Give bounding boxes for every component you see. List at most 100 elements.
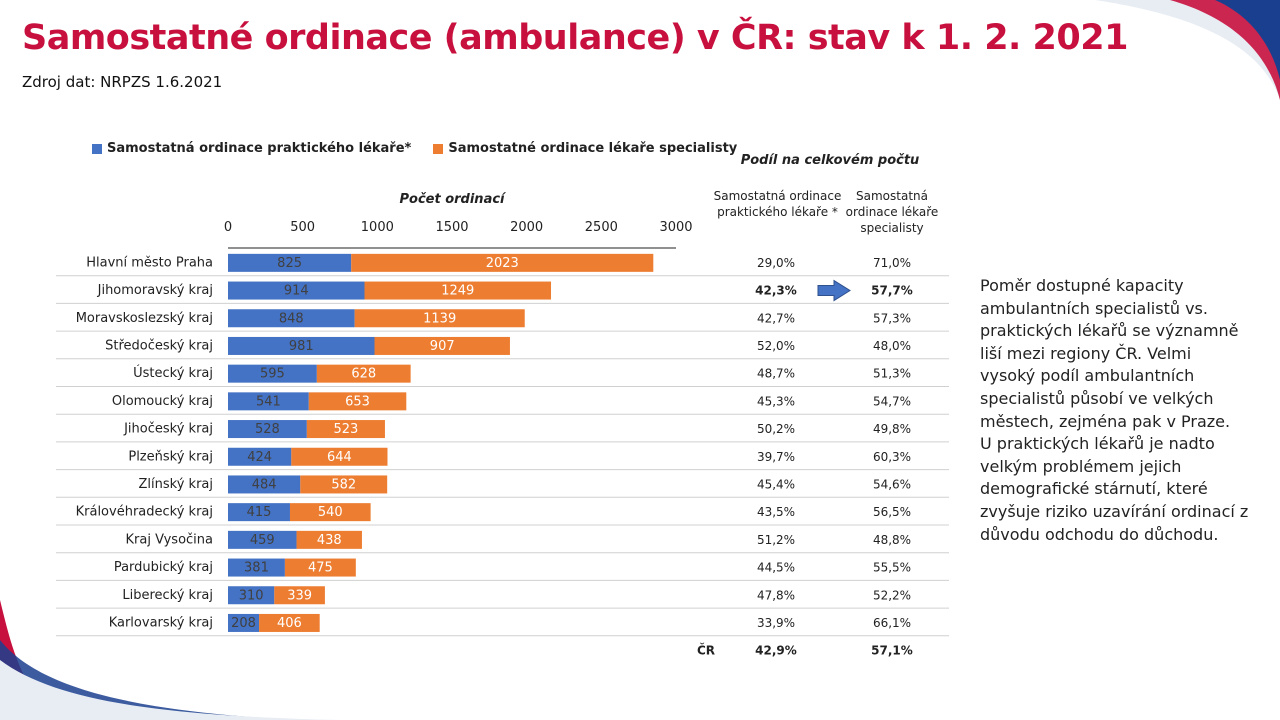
- data-label-specialist: 523: [333, 422, 358, 437]
- data-label-practitioner: 424: [247, 450, 272, 465]
- data-label-practitioner: 981: [289, 339, 314, 354]
- category-label: Moravskoslezský kraj: [76, 311, 213, 326]
- chart-legend: Samostatná ordinace praktického lékaře* …: [92, 141, 759, 156]
- bar-specialist: [259, 613, 320, 632]
- category-label: Plzeňský kraj: [128, 449, 213, 464]
- bar-practitioner: [228, 420, 307, 439]
- bar-practitioner: [228, 586, 275, 605]
- category-label: Královéhradecký kraj: [76, 505, 213, 520]
- data-label-specialist: 406: [277, 616, 302, 631]
- x-axis-title: Počet ordinací: [399, 192, 505, 207]
- share-specialist-value: 57,3%: [873, 311, 911, 325]
- category-label: Karlovarský kraj: [109, 615, 213, 630]
- data-label-specialist: 644: [327, 450, 352, 465]
- data-label-practitioner: 208: [231, 616, 256, 631]
- data-label-specialist: 339: [287, 588, 312, 603]
- bar-practitioner: [228, 558, 285, 577]
- share-practitioner-value: 42,7%: [757, 311, 795, 325]
- x-tick-label: 3000: [659, 220, 692, 235]
- bar-practitioner: [228, 503, 290, 522]
- share-specialist-value: 55,5%: [873, 561, 911, 575]
- total-label: ČR: [697, 643, 715, 658]
- legend-label-practitioner: Samostatná ordinace praktického lékaře*: [107, 141, 412, 156]
- share-specialist-value: 52,2%: [873, 588, 911, 602]
- share-specialist-value: 54,6%: [873, 477, 911, 491]
- share-specialist-value: 60,3%: [873, 450, 911, 464]
- share-col2-header: Samostatná ordinace lékaře specialisty: [845, 189, 939, 235]
- bar-specialist: [306, 420, 385, 439]
- arrow-icon: [817, 279, 851, 302]
- data-label-specialist: 1249: [441, 284, 474, 299]
- bar-specialist: [351, 253, 654, 272]
- data-label-specialist: 540: [318, 505, 343, 520]
- data-label-specialist: 2023: [486, 256, 519, 271]
- share-specialist-value: 54,7%: [873, 394, 911, 408]
- category-label: Kraj Vysočina: [125, 532, 213, 547]
- share-specialist-value: 57,7%: [871, 284, 913, 298]
- bar-specialist: [316, 364, 411, 383]
- bar-specialist: [296, 530, 362, 549]
- data-label-practitioner: 541: [256, 394, 281, 409]
- data-label-practitioner: 528: [255, 422, 280, 437]
- bar-specialist: [289, 503, 371, 522]
- category-label: Liberecký kraj: [122, 588, 213, 603]
- legend-label-specialist: Samostatné ordinace lékaře specialisty: [448, 141, 738, 156]
- category-label: Pardubický kraj: [114, 560, 213, 575]
- share-practitioner-value: 44,5%: [757, 561, 795, 575]
- data-label-practitioner: 381: [244, 561, 269, 576]
- share-practitioner-value: 45,4%: [757, 477, 795, 491]
- share-table-title: Podíl na celkovém počtu: [740, 153, 920, 168]
- data-source: Zdroj dat: NRPZS 1.6.2021: [22, 73, 223, 91]
- legend-swatch-specialist: [433, 143, 444, 154]
- share-specialist-value: 66,1%: [873, 616, 911, 630]
- share-specialist-value: 48,0%: [873, 339, 911, 353]
- share-specialist-value: 48,8%: [873, 533, 911, 547]
- data-label-practitioner: 825: [277, 256, 302, 271]
- bar-specialist: [284, 558, 356, 577]
- data-label-practitioner: 484: [252, 477, 277, 492]
- bar-specialist: [291, 447, 388, 466]
- data-label-practitioner: 848: [279, 311, 304, 326]
- share-practitioner-value: 51,2%: [757, 533, 795, 547]
- data-label-specialist: 653: [345, 394, 370, 409]
- data-label-practitioner: 595: [260, 367, 285, 382]
- bar-specialist: [274, 586, 325, 605]
- legend-item-practitioner: Samostatná ordinace praktického lékaře*: [92, 141, 411, 156]
- data-label-practitioner: 310: [239, 588, 264, 603]
- legend-item-specialist: Samostatné ordinace lékaře specialisty: [433, 141, 737, 156]
- x-tick-label: 0: [224, 220, 232, 235]
- category-label: Středočeský kraj: [105, 338, 213, 353]
- bar-practitioner: [228, 392, 309, 411]
- data-label-practitioner: 914: [284, 284, 309, 299]
- category-label: Jihočeský kraj: [123, 422, 213, 437]
- bar-specialist: [300, 475, 388, 494]
- share-col1-header: Samostatná ordinace praktického lékaře *: [713, 189, 842, 219]
- share-specialist-value: 56,5%: [873, 505, 911, 519]
- x-tick-label: 1500: [435, 220, 468, 235]
- share-practitioner-value: 52,0%: [757, 339, 795, 353]
- x-tick-label: 500: [290, 220, 315, 235]
- category-label: Jihomoravský kraj: [97, 283, 213, 298]
- share-practitioner-value: 50,2%: [757, 422, 795, 436]
- share-practitioner-value: 47,8%: [757, 588, 795, 602]
- bar-practitioner: [228, 530, 297, 549]
- category-label: Olomoucký kraj: [112, 394, 213, 409]
- legend-swatch-practitioner: [92, 143, 102, 154]
- share-practitioner-value: 39,7%: [757, 450, 795, 464]
- data-label-specialist: 438: [317, 533, 342, 548]
- bar-specialist: [364, 281, 552, 300]
- data-label-specialist: 475: [308, 561, 333, 576]
- data-label-specialist: 1139: [423, 311, 456, 326]
- bar-practitioner: [228, 281, 365, 300]
- category-label: Hlavní město Praha: [86, 255, 213, 270]
- share-practitioner-value: 45,3%: [757, 394, 795, 408]
- x-tick-label: 2500: [585, 220, 618, 235]
- data-label-specialist: 628: [351, 367, 376, 382]
- total-share-specialist: 57,1%: [871, 644, 913, 658]
- share-practitioner-value: 43,5%: [757, 505, 795, 519]
- bar-practitioner: [228, 364, 317, 383]
- bar-specialist: [354, 309, 525, 328]
- bar-specialist: [374, 336, 510, 355]
- share-specialist-value: 49,8%: [873, 422, 911, 436]
